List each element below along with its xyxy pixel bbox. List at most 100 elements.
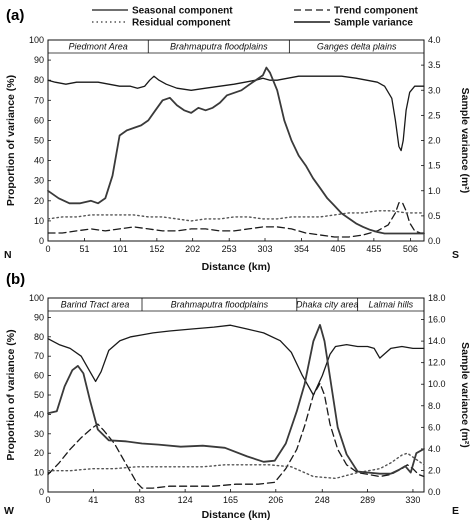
y-tick-label: 90 <box>34 55 44 65</box>
x-tick-label: 165 <box>223 495 238 505</box>
x-tick-label: 202 <box>185 244 200 254</box>
y-tick-label: 60 <box>34 115 44 125</box>
x-tick-label: 253 <box>222 244 237 254</box>
y-axis-right: 0.0 2.0 4.0 6.0 8.0 10.0 12.0 14.0 16.0 18.0 <box>421 293 446 497</box>
y-right-tick-label: 1.0 <box>428 186 441 196</box>
region-label: Ganges delta plains <box>317 42 397 52</box>
y-tick-label: 20 <box>34 448 44 458</box>
y-tick-label: 80 <box>34 75 44 85</box>
panel-label: (a) <box>6 7 24 24</box>
x-tick-label: 0 <box>45 244 50 254</box>
y-tick-label: 50 <box>34 136 44 146</box>
legend-entry: Residual component <box>132 18 231 29</box>
chart-panel-b: (b) Barind Tract area Brahmaputra floodpla… <box>4 271 471 521</box>
y-tick-label: 10 <box>34 468 44 478</box>
series-line-seasonal-component <box>47 75 425 152</box>
y-tick-label: 30 <box>34 176 44 186</box>
x-axis: 0 51 101 152 202 253 303 354 405 455 506 <box>45 238 418 254</box>
y-right-tick-label: 6.0 <box>428 422 441 432</box>
y-right-tick-label: 2.0 <box>428 136 441 146</box>
region-label: Dhaka city area <box>296 300 359 310</box>
direction-end: S <box>452 249 459 261</box>
region-label: Barind Tract area <box>61 300 130 310</box>
region-bands: Barind Tract area Brahmaputra floodplains… <box>48 298 424 312</box>
y-tick-label: 90 <box>34 312 44 322</box>
direction-start: W <box>4 505 14 517</box>
x-tick-label: 248 <box>315 495 330 505</box>
y-axis-left: 0 10 20 30 40 50 60 70 80 90 100 <box>29 293 51 497</box>
y-tick-label: 20 <box>34 196 44 206</box>
y-right-tick-label: 2.0 <box>428 465 441 475</box>
x-axis: 0 41 83 124 165 206 248 289 330 <box>45 489 420 505</box>
x-tick-label: 354 <box>294 244 309 254</box>
x-tick-label: 83 <box>135 495 145 505</box>
y-right-tick-label: 8.0 <box>428 401 441 411</box>
x-tick-label: 152 <box>149 244 164 254</box>
y-right-tick-label: 4.0 <box>428 444 441 454</box>
x-tick-label: 330 <box>405 495 420 505</box>
x-tick-label: 289 <box>360 495 375 505</box>
series-line-residual-component <box>47 210 425 222</box>
x-tick-label: 405 <box>331 244 346 254</box>
direction-start: N <box>4 249 12 261</box>
legend-entry: Seasonal component <box>132 6 233 17</box>
series-lines <box>47 323 425 489</box>
legend-entry: Sample variance <box>334 18 413 29</box>
y-right-tick-label: 4.0 <box>428 35 441 45</box>
y-tick-label: 60 <box>34 371 44 381</box>
x-tick-label: 0 <box>45 495 50 505</box>
y-right-tick-label: 0.0 <box>428 236 441 246</box>
y-tick-label: 70 <box>34 351 44 361</box>
y-tick-label: 80 <box>34 332 44 342</box>
legend-entry: Trend component <box>334 6 419 17</box>
y-right-tick-label: 12.0 <box>428 358 446 368</box>
direction-end: E <box>452 505 459 517</box>
region-label: Piedmont Area <box>69 42 128 52</box>
plot-frame <box>47 39 425 242</box>
x-tick-label: 41 <box>88 495 98 505</box>
y-tick-label: 0 <box>39 487 44 497</box>
y-tick-label: 100 <box>29 293 44 303</box>
y-tick-label: 40 <box>34 409 44 419</box>
series-line-residual-component <box>47 452 425 480</box>
y-right-tick-label: 10.0 <box>428 379 446 389</box>
series-line-trend-component <box>47 382 425 489</box>
series-line-seasonal-component <box>47 324 425 396</box>
series-lines <box>47 66 425 238</box>
y-axis-label: Proportion of variance (%) <box>5 75 17 206</box>
y-axis-right: 0.0 0.5 1.0 1.5 2.0 2.5 3.0 3.5 4.0 <box>421 35 441 246</box>
y-right-tick-label: 2.5 <box>428 110 441 120</box>
region-label: Brahmaputra floodplains <box>170 42 268 52</box>
y-tick-label: 10 <box>34 216 44 226</box>
x-axis-label: Distance (km) <box>202 509 271 521</box>
x-axis-label: Distance (km) <box>202 261 271 273</box>
x-tick-label: 51 <box>80 244 90 254</box>
y-axis-label: Proportion of variance (%) <box>5 329 17 460</box>
y-right-axis-label: Sample variance (m²) <box>459 342 471 448</box>
series-line-sample-variance <box>47 323 425 475</box>
y-right-tick-label: 18.0 <box>428 293 446 303</box>
y-right-tick-label: 3.0 <box>428 85 441 95</box>
y-right-tick-label: 1.5 <box>428 161 441 171</box>
chart-panel-a: (a) Seasonal component Trend component Resi… <box>4 6 471 274</box>
y-right-tick-label: 16.0 <box>428 315 446 325</box>
series-line-sample-variance <box>47 66 425 235</box>
y-axis-left: 0 10 20 30 40 50 60 70 80 90 100 <box>29 35 51 246</box>
y-tick-label: 0 <box>39 236 44 246</box>
y-right-tick-label: 0.5 <box>428 211 441 221</box>
region-label: Brahmaputra floodplains <box>171 300 269 310</box>
x-tick-label: 455 <box>366 244 381 254</box>
legend: Seasonal component Trend component Residua… <box>92 6 419 29</box>
y-tick-label: 40 <box>34 156 44 166</box>
y-tick-label: 30 <box>34 429 44 439</box>
y-tick-label: 100 <box>29 35 44 45</box>
y-tick-label: 70 <box>34 95 44 105</box>
y-right-tick-label: 14.0 <box>428 336 446 346</box>
y-right-tick-label: 0.0 <box>428 487 441 497</box>
y-tick-label: 50 <box>34 390 44 400</box>
y-right-tick-label: 3.5 <box>428 60 441 70</box>
region-label: Lalmai hills <box>369 300 414 310</box>
x-tick-label: 206 <box>268 495 283 505</box>
x-tick-label: 303 <box>257 244 272 254</box>
